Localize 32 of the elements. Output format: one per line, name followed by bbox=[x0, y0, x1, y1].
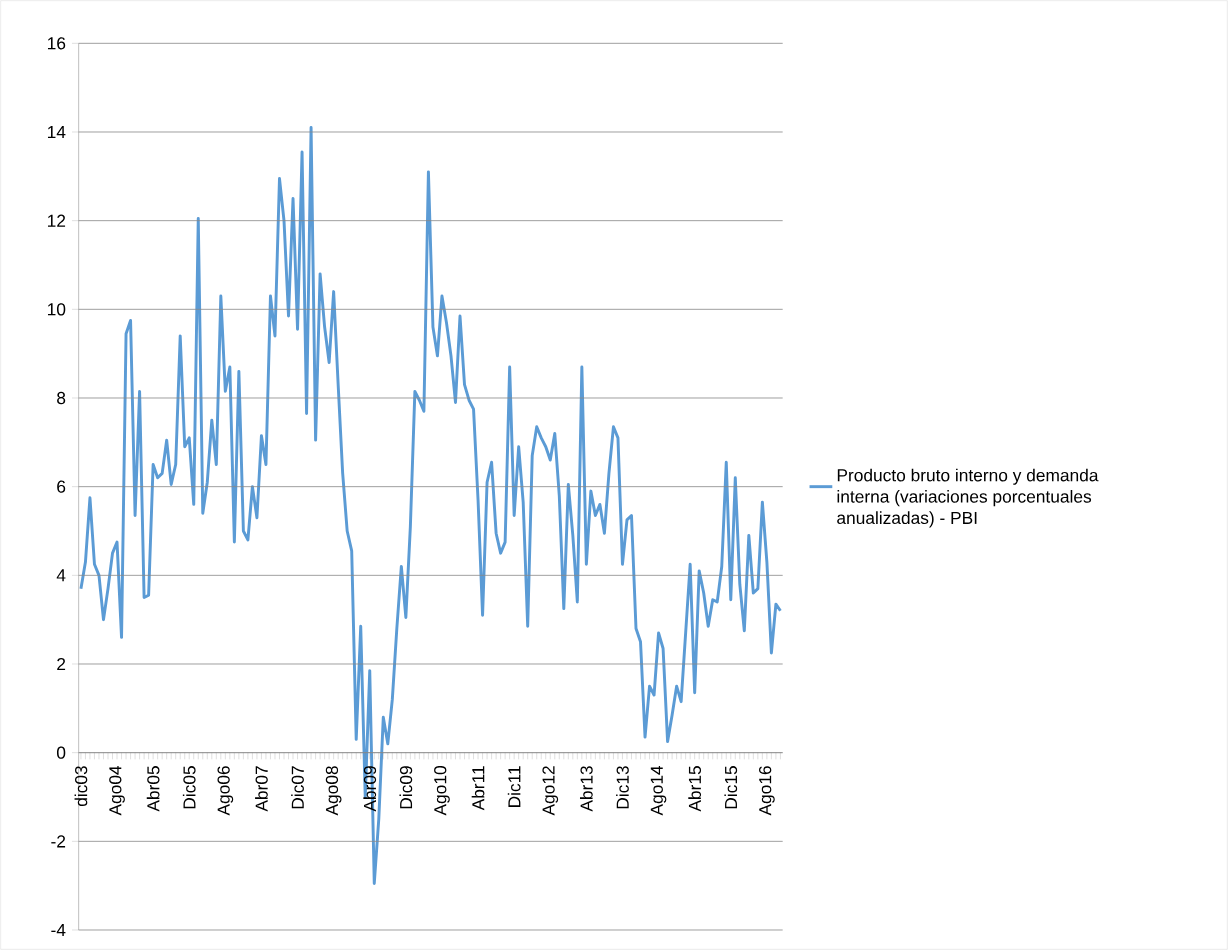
y-tick-label: 4 bbox=[56, 569, 66, 582]
x-tick-label: Abr11 bbox=[471, 766, 485, 811]
x-tick-label: Ago06 bbox=[217, 766, 234, 816]
x-tick-label: Ago12 bbox=[542, 766, 559, 816]
x-tick-label: Dic05 bbox=[182, 766, 196, 809]
x-tick-label: Dic13 bbox=[616, 766, 629, 809]
x-tick-label: Abr15 bbox=[688, 766, 702, 812]
x-tick-label: Ago04 bbox=[109, 765, 125, 816]
x-tick-label: Dic11 bbox=[507, 766, 521, 807]
x-tick-label: Dic07 bbox=[291, 766, 304, 809]
legend-label: Producto bruto interno y demanda interna (variaciones porcentuales anualizadas) - PBI bbox=[837, 468, 1099, 528]
x-tick-label: dic03 bbox=[74, 766, 88, 807]
y-tick-label: 14 bbox=[47, 126, 66, 138]
x-tick-label: Ago16 bbox=[759, 766, 775, 816]
y-tick-label: 0 bbox=[56, 746, 66, 759]
x-tick-label: Dic15 bbox=[724, 766, 738, 809]
y-tick-label: 8 bbox=[57, 391, 66, 405]
y-tick-label: -2 bbox=[51, 835, 66, 848]
y-tick-label: -4 bbox=[51, 924, 66, 936]
y-tick-label: 12 bbox=[47, 214, 66, 227]
x-tick-label: Ago14 bbox=[650, 765, 667, 816]
x-tick-label: Abr05 bbox=[146, 766, 160, 812]
y-tick-label: 6 bbox=[57, 480, 66, 493]
y-tick-label: 2 bbox=[57, 657, 66, 671]
x-tick-label: Abr09 bbox=[363, 766, 377, 812]
x-tick-label: Ago08 bbox=[325, 766, 342, 816]
x-tick-label: Abr13 bbox=[579, 766, 593, 812]
x-tick-label: Ago10 bbox=[434, 766, 450, 816]
x-tick-label: Dic09 bbox=[399, 766, 413, 809]
x-tick-label: Abr07 bbox=[255, 766, 268, 812]
y-tick-label: 10 bbox=[47, 303, 66, 316]
y-tick-label: 16 bbox=[47, 37, 66, 50]
